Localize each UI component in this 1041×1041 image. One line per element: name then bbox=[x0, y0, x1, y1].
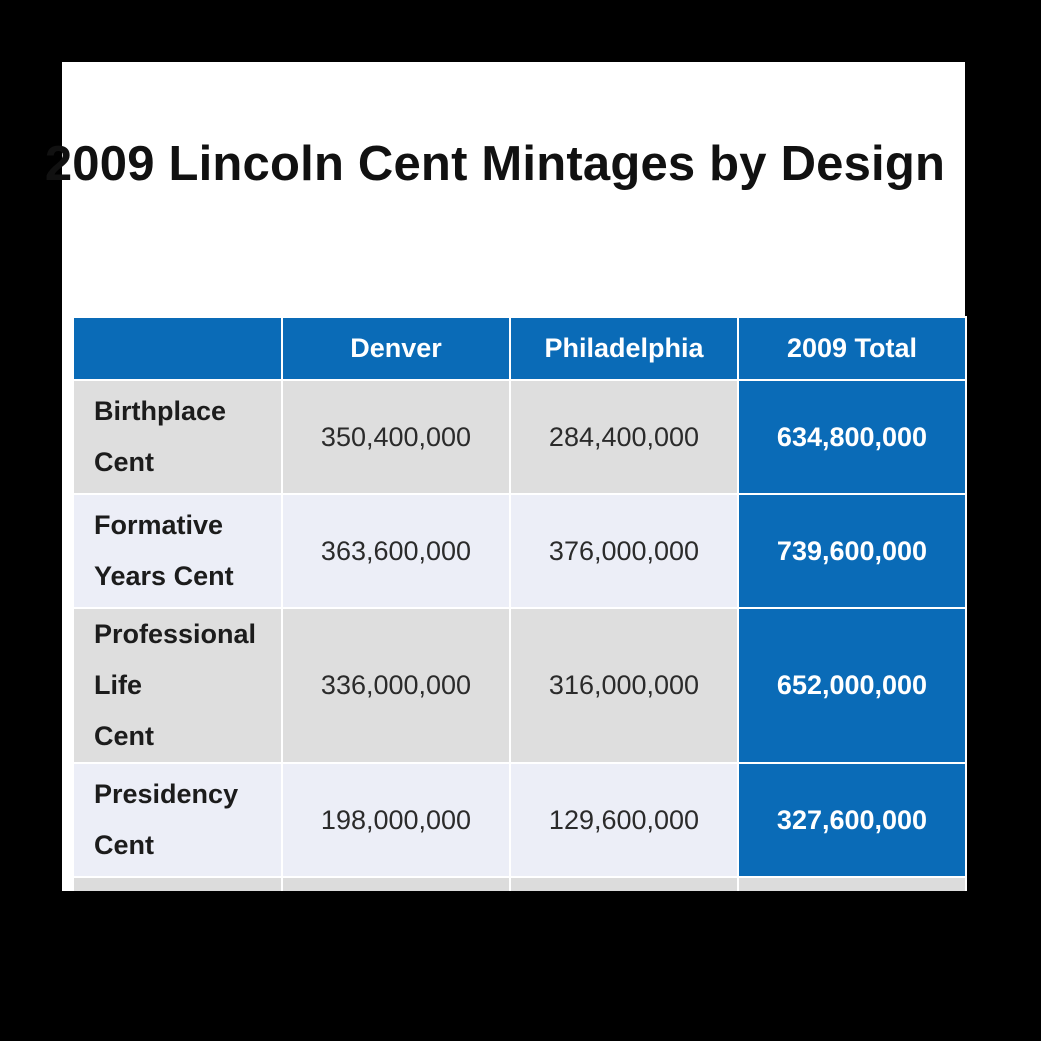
denver-value: 363,600,000 bbox=[281, 493, 511, 609]
total-value: 739,600,000 bbox=[737, 493, 967, 609]
table-row: Professional Life Cent 336,000,000 316,0… bbox=[72, 607, 967, 764]
row-label: Formative Years Cent bbox=[72, 493, 283, 609]
row-label: Birthplace Cent bbox=[72, 379, 283, 495]
table-row: Presidency Cent 198,000,000 129,600,000 … bbox=[72, 762, 967, 878]
denver-value: 350,400,000 bbox=[281, 379, 511, 495]
philadelphia-value: 129,600,000 bbox=[509, 762, 739, 878]
denver-value: 198,000,000 bbox=[281, 762, 511, 878]
total-value: 652,000,000 bbox=[737, 607, 967, 764]
header-cell-total: 2009 Total bbox=[737, 316, 967, 381]
philadelphia-value: 316,000,000 bbox=[509, 607, 739, 764]
header-cell-denver: Denver bbox=[281, 316, 511, 381]
philadelphia-value: 284,400,000 bbox=[509, 379, 739, 495]
chart-title-text: 2009 Lincoln Cent Mintages by Design bbox=[44, 137, 946, 191]
bottom-mask bbox=[0, 891, 1041, 1041]
total-value: 327,600,000 bbox=[737, 762, 967, 878]
chart-title: 2009 Lincoln Cent Mintages by Design bbox=[0, 128, 990, 200]
row-label: Professional Life Cent bbox=[72, 607, 283, 764]
total-value: 634,800,000 bbox=[737, 379, 967, 495]
table-row: Birthplace Cent 350,400,000 284,400,000 … bbox=[72, 379, 967, 495]
header-cell-empty bbox=[72, 316, 283, 381]
row-label: Presidency Cent bbox=[72, 762, 283, 878]
title-area: 2009 Lincoln Cent Mintages by Design bbox=[0, 0, 1041, 300]
table-row: Formative Years Cent 363,600,000 376,000… bbox=[72, 493, 967, 609]
mintage-table: Denver Philadelphia 2009 Total Birthplac… bbox=[72, 316, 967, 938]
header-cell-philadelphia: Philadelphia bbox=[509, 316, 739, 381]
header-row: Denver Philadelphia 2009 Total bbox=[72, 316, 967, 381]
philadelphia-value: 376,000,000 bbox=[509, 493, 739, 609]
denver-value: 336,000,000 bbox=[281, 607, 511, 764]
